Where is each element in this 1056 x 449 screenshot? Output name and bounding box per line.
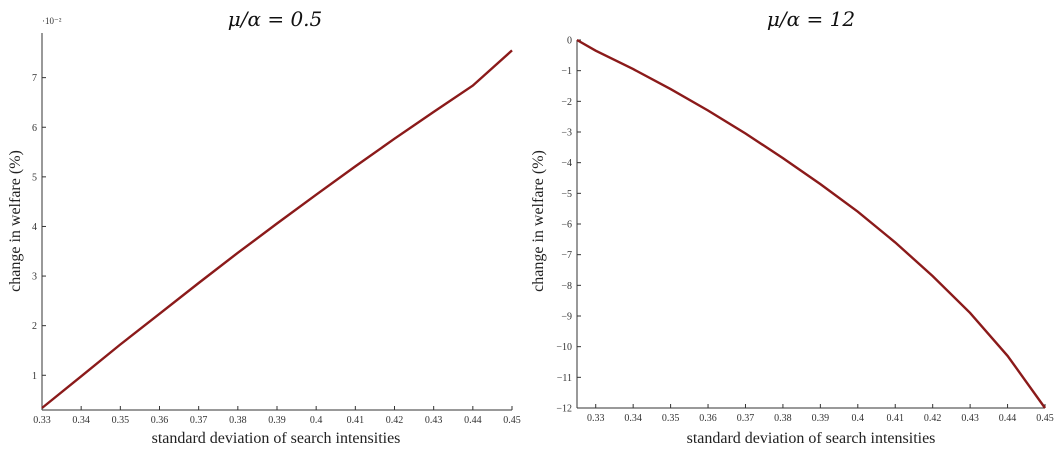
- left-x-tick-label: 0.42: [386, 415, 404, 426]
- left-y-tick-label: 7: [32, 73, 37, 84]
- right-x-tick-label: 0.33: [587, 413, 605, 424]
- right-x-tick-label: 0.41: [886, 413, 904, 424]
- right-y-tick-label: −2: [561, 97, 572, 108]
- left-x-tick-label: 0.41: [347, 415, 365, 426]
- left-x-tick-label: 0.4: [310, 415, 323, 426]
- left-y-axis-label: change in welfare (%): [7, 150, 24, 292]
- right-x-tick-label: 0.43: [961, 413, 979, 424]
- right-y-ticks: 0 −1 −2 −3 −4 −5 −6 −7 −8 −9 −10 −11 −12: [556, 36, 581, 415]
- right-x-tick-label: 0.44: [999, 413, 1017, 424]
- left-x-tick-label: 0.33: [33, 415, 51, 426]
- left-y-tick-label: 1: [32, 371, 37, 382]
- right-x-tick-label: 0.38: [774, 413, 792, 424]
- right-y-tick-label: −3: [561, 128, 572, 139]
- left-x-tick-label: 0.36: [151, 415, 169, 426]
- right-panel: μ/α = 12 0 −1 −2 −3 −4 −5 −6 −7 −8 −9 −10 −11 −12 0.…: [530, 7, 1054, 447]
- left-x-ticks: 0.33 0.34 0.35 0.36 0.37 0.38 0.39 0.4 0.41 0.42 0…: [33, 406, 521, 426]
- right-series-line: [576, 38, 1046, 409]
- left-chart-title: μ/α = 0.5: [228, 7, 323, 31]
- left-x-tick-label: 0.34: [72, 415, 90, 426]
- left-y-tick-label: 2: [32, 321, 37, 332]
- left-x-axis-label: standard deviation of search intensities: [152, 430, 401, 447]
- right-x-tick-label: 0.36: [699, 413, 717, 424]
- left-x-tick-label: 0.44: [464, 415, 482, 426]
- right-x-tick-label: 0.34: [624, 413, 642, 424]
- left-y-tick-label: 6: [32, 123, 37, 134]
- right-y-tick-label: −7: [561, 250, 572, 261]
- left-x-tick-label: 0.43: [425, 415, 443, 426]
- left-x-tick-label: 0.37: [190, 415, 208, 426]
- right-y-tick-label: −9: [561, 312, 572, 323]
- right-y-tick-label: −10: [556, 342, 572, 353]
- left-y-tick-label: 5: [32, 172, 37, 183]
- left-x-tick-label: 0.38: [229, 415, 247, 426]
- right-y-tick-label: −8: [561, 281, 572, 292]
- right-x-axis-label: standard deviation of search intensities: [687, 430, 936, 447]
- left-y-tick-label: 4: [32, 222, 37, 233]
- left-y-tick-label: 3: [32, 272, 37, 283]
- right-x-tick-label: 0.35: [662, 413, 680, 424]
- left-series-line: [41, 49, 513, 409]
- right-y-tick-label: −4: [561, 158, 572, 169]
- right-chart-title: μ/α = 12: [767, 7, 855, 31]
- left-y-exponent: ·10⁻²: [42, 16, 62, 26]
- right-y-tick-label: −5: [561, 189, 572, 200]
- left-x-tick-label: 0.35: [112, 415, 130, 426]
- left-x-tick-label: 0.45: [503, 415, 521, 426]
- right-y-tick-label: −12: [556, 404, 572, 415]
- right-x-tick-label: 0.45: [1036, 413, 1054, 424]
- right-x-ticks: 0.33 0.34 0.35 0.36 0.37 0.38 0.39 0.4 0.41 0.42 0…: [587, 404, 1054, 424]
- right-y-tick-label: −1: [561, 66, 572, 77]
- right-x-tick-label: 0.37: [737, 413, 755, 424]
- right-y-tick-label: −6: [561, 220, 572, 231]
- right-x-tick-label: 0.42: [924, 413, 942, 424]
- right-x-tick-label: 0.4: [852, 413, 865, 424]
- right-y-tick-label: 0: [567, 36, 572, 47]
- right-y-axis-label: change in welfare (%): [530, 150, 547, 292]
- left-panel: μ/α = 0.5 ·10⁻² 1 2 3 4 5 6 7 0.33 0.34 0.35 0.36…: [7, 7, 521, 447]
- right-x-tick-label: 0.39: [812, 413, 830, 424]
- left-y-ticks: 1 2 3 4 5 6 7: [32, 73, 46, 382]
- right-y-tick-label: −11: [557, 373, 572, 384]
- left-x-tick-label: 0.39: [268, 415, 286, 426]
